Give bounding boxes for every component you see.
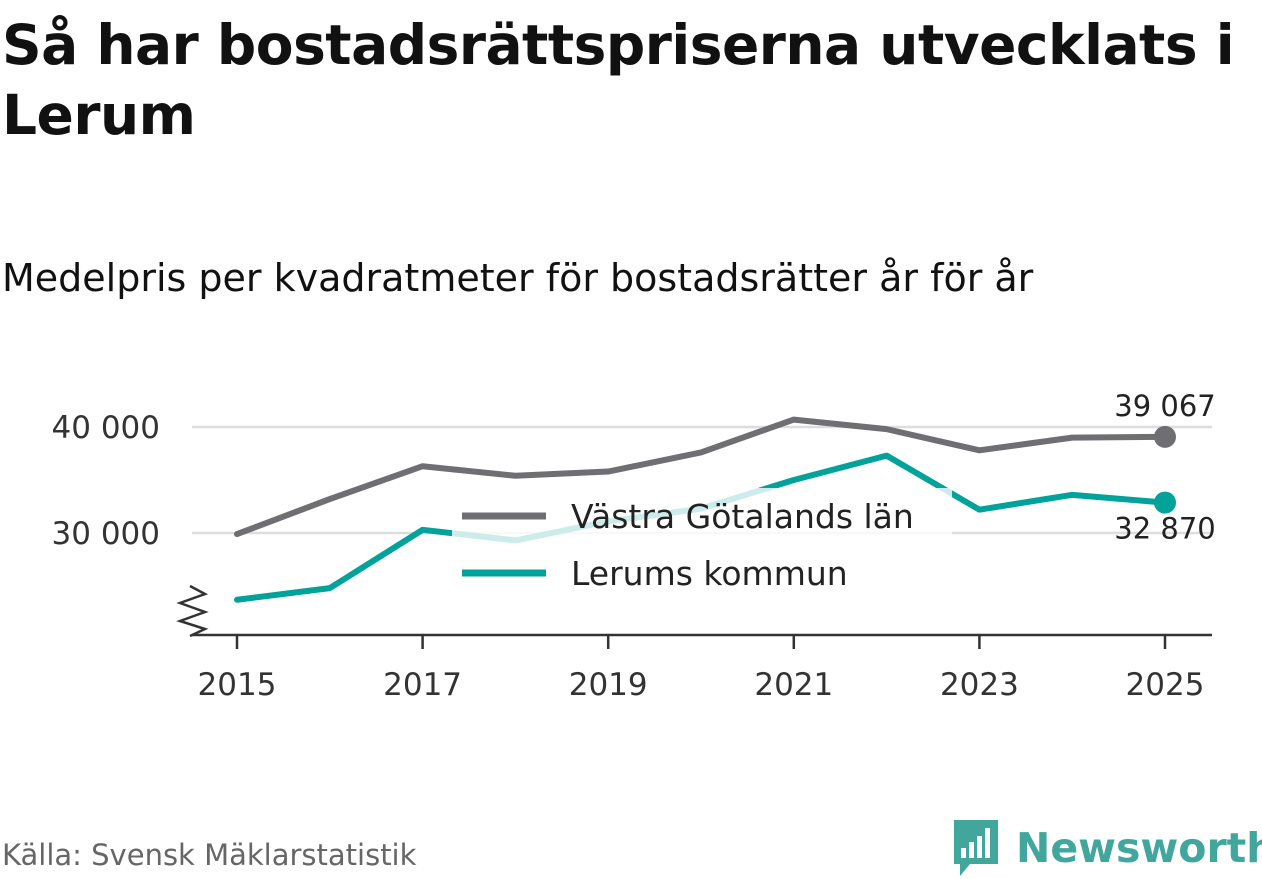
x-tick-label: 2015: [198, 667, 277, 703]
x-tick-label: 2019: [569, 667, 648, 703]
end-point-lerum: [1154, 491, 1176, 514]
chart-title: Så har bostadsrättspriserna utvecklats i…: [2, 13, 1235, 147]
x-tick-label: 2023: [940, 667, 1019, 703]
newsworthy-logo-icon: [954, 820, 998, 876]
end-label-vgl: 39 067: [1114, 389, 1215, 423]
legend-label-vgl: Västra Götalands län: [571, 497, 914, 536]
legend-label-lerum: Lerums kommun: [571, 554, 848, 593]
chart-subtitle: Medelpris per kvadratmeter för bostadsrä…: [2, 256, 1034, 300]
y-tick-label: 40 000: [52, 410, 160, 446]
x-tick-label: 2021: [754, 667, 833, 703]
end-label-lerum: 32 870: [1114, 512, 1215, 546]
brand-logo: Newsworthy: [952, 818, 1262, 878]
axis-break-icon: [176, 584, 209, 638]
legend-box: [452, 488, 952, 600]
source-note: Källa: Svensk Mäklarstatistik: [2, 838, 417, 872]
x-tick-label: 2017: [383, 667, 462, 703]
end-point-vgl: [1154, 425, 1176, 448]
y-tick-label: 30 000: [52, 516, 160, 552]
brand-name: Newsworthy: [1016, 824, 1262, 872]
x-tick-label: 2025: [1126, 667, 1205, 703]
